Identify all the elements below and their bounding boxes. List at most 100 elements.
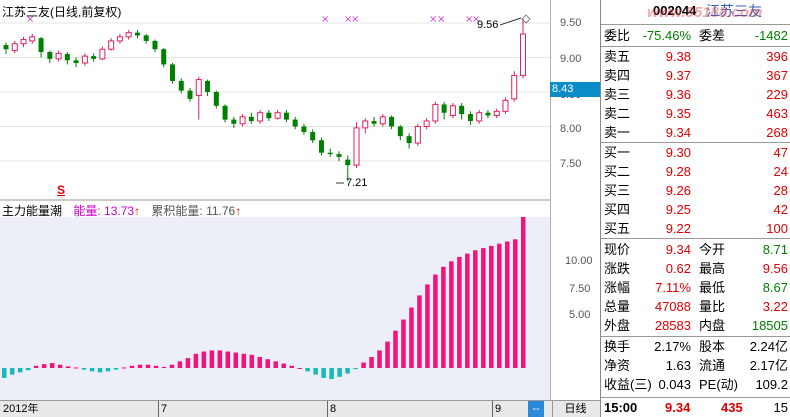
- energy-bar: [417, 295, 422, 368]
- energy-bar: [97, 368, 103, 373]
- stock-code: 002044: [653, 3, 697, 18]
- energy-bar: [113, 368, 119, 370]
- candle-body-up: [125, 32, 132, 38]
- bid-label: 买一: [604, 145, 631, 160]
- separator: [601, 24, 790, 25]
- candle: [318, 137, 324, 156]
- energy-bar: [177, 361, 183, 368]
- candle: [459, 103, 465, 120]
- candle: [283, 109, 289, 123]
- ask-row[interactable]: 卖二 9.35 463: [601, 105, 790, 123]
- price-tick-800: 8.00: [560, 123, 582, 135]
- candle-body-down: [187, 90, 193, 99]
- cumulative-up-arrow-icon: ↑: [235, 204, 242, 218]
- candle: [292, 116, 298, 130]
- finance-label-2: 股本: [699, 339, 726, 354]
- candle-body-up: [274, 112, 281, 119]
- candle-body-down: [161, 49, 167, 65]
- bid-volume: 24: [773, 164, 788, 179]
- ask-row[interactable]: 卖五 9.38 396: [601, 48, 790, 66]
- candle-body-up: [99, 48, 106, 60]
- candle: [248, 112, 254, 124]
- period-tab-daily[interactable]: 日线: [552, 401, 598, 417]
- quote-value-2: 3.22: [762, 299, 788, 314]
- candle: [231, 116, 237, 128]
- energy-bar: [233, 352, 239, 368]
- quote-label-2: 今开: [699, 242, 726, 257]
- energy-bar: [9, 368, 15, 375]
- candle-body-down: [38, 38, 44, 52]
- energy-bar: [105, 368, 111, 372]
- candle: [389, 115, 395, 130]
- energy-bar: [41, 364, 47, 368]
- candle-body-down: [266, 112, 272, 119]
- candle-body-up: [116, 36, 123, 42]
- bid-row[interactable]: 买五 9.22 100: [601, 220, 790, 238]
- energy-bar: [161, 366, 167, 368]
- candle-body-down: [318, 140, 324, 153]
- quote-label-2: 量比: [699, 299, 726, 314]
- candle: [64, 51, 70, 65]
- candle-body-down: [389, 116, 395, 127]
- ask-row[interactable]: 卖四 9.37 367: [601, 67, 790, 85]
- candle: [432, 101, 439, 124]
- bid-row[interactable]: 买一 9.30 47: [601, 144, 790, 162]
- bid-volume: 28: [773, 183, 788, 198]
- kline-svg[interactable]: × × ×× × × ××: [0, 0, 550, 400]
- ask-row[interactable]: 卖一 9.34 268: [601, 124, 790, 142]
- bid-volume: 47: [773, 145, 788, 160]
- bid-price: 9.30: [665, 145, 691, 160]
- weicha-value: -1482: [754, 28, 788, 43]
- kline-chart-panel[interactable]: × × × × × × × × 江苏三友(日线,前复权) 9.56 7.21 S 主力能量潮 …: [0, 0, 550, 400]
- candle: [20, 36, 27, 48]
- energy-bar: [393, 330, 398, 368]
- energy-bar: [209, 350, 215, 368]
- candle: [476, 109, 483, 124]
- scroll-button[interactable]: --: [528, 401, 544, 417]
- energy-bar: [321, 368, 326, 378]
- indicator-name[interactable]: 主力能量潮: [2, 204, 63, 218]
- finance-row: 换手 2.17% 股本 2.24亿: [601, 338, 790, 356]
- energy-bar: [129, 365, 135, 368]
- candle: [187, 87, 193, 102]
- energy-bar: [33, 365, 39, 368]
- bid-row[interactable]: 买四 9.25 42: [601, 201, 790, 219]
- quote-label-2: 最低: [699, 280, 726, 295]
- candle: [116, 34, 123, 44]
- energy-bar: [361, 362, 366, 368]
- candle-body-up: [81, 55, 88, 64]
- bid-row[interactable]: 买二 9.28 24: [601, 163, 790, 181]
- price-axis: [550, 0, 600, 400]
- candle-body-down: [178, 80, 184, 91]
- candle-body-down: [134, 32, 140, 36]
- energy-up-arrow-icon: ↑: [134, 204, 141, 218]
- indicator-tick-5: 5.00: [569, 309, 591, 321]
- finance-value: 0.043: [658, 377, 691, 392]
- quote-label: 涨跌: [604, 261, 631, 276]
- ask-row[interactable]: 卖三 9.36 229: [601, 86, 790, 104]
- quote-row: 外盘 28583 内盘 18505: [601, 317, 790, 335]
- candle: [3, 42, 9, 55]
- candle-body-down: [73, 60, 79, 64]
- candle-body-down: [64, 54, 70, 61]
- bid-row[interactable]: 买三 9.26 28: [601, 182, 790, 200]
- energy-bar: [409, 307, 414, 368]
- last-trade-row[interactable]: 15:00 9.34 435 15: [601, 399, 790, 417]
- candle: [73, 57, 79, 68]
- candle-body-down: [301, 126, 307, 133]
- energy-bar: [2, 368, 7, 378]
- cross-marker: ×: [344, 14, 352, 25]
- indicator-tick-75: 7.50: [569, 283, 591, 295]
- candle-body-down: [459, 105, 465, 115]
- quote-row: 现价 9.34 今开 8.71: [601, 241, 790, 259]
- finance-label: 净资: [604, 358, 631, 373]
- candle: [266, 109, 272, 121]
- cross-marker: ×: [437, 14, 445, 25]
- candle-body-down: [248, 116, 254, 121]
- bid-label: 买二: [604, 164, 631, 179]
- candle: [397, 125, 403, 141]
- ask-label: 卖二: [604, 106, 631, 121]
- quote-row: 涨跌 0.62 最高 9.56: [601, 260, 790, 278]
- candle: [11, 40, 18, 54]
- site-watermark: www.55188.com: [647, 4, 763, 21]
